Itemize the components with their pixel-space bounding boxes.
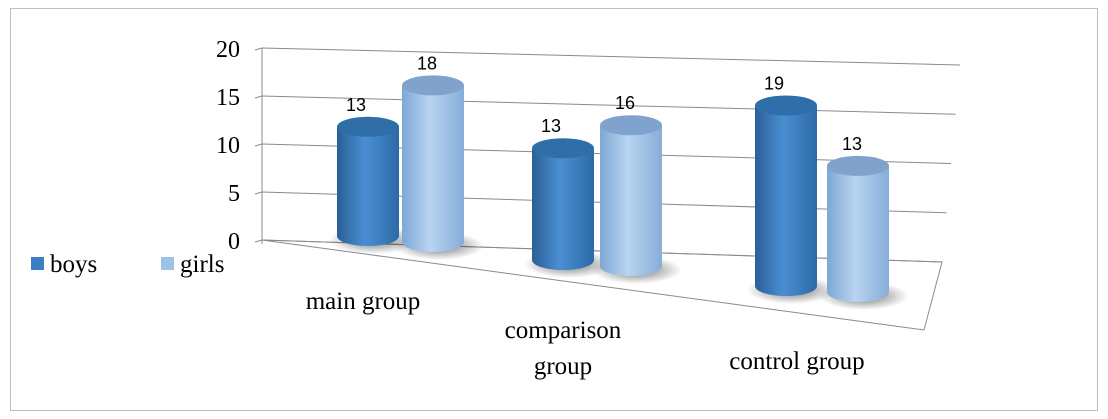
- y-tick-mark: [254, 47, 263, 51]
- bar-top-boys-0: [337, 116, 399, 137]
- y-tick-label: 15: [216, 85, 240, 111]
- legend: boys girls: [31, 251, 224, 278]
- y-tick-label: 10: [216, 133, 240, 159]
- category-label: main group: [306, 288, 421, 315]
- bar-top-boys-1: [532, 138, 594, 159]
- category-labels: main group comparison group control group: [306, 288, 865, 380]
- bar-girls-2: [827, 165, 889, 302]
- bar-top-girls-1: [600, 115, 662, 136]
- y-tick-label: 20: [216, 37, 240, 63]
- y-tick-label: 5: [228, 181, 240, 207]
- bar-top-girls-2: [827, 155, 889, 176]
- legend-label-boys: boys: [50, 251, 97, 278]
- bar-boys-1: [532, 148, 594, 270]
- data-label: 18: [417, 53, 437, 73]
- bars: [329, 75, 909, 310]
- bar-top-boys-2: [755, 95, 817, 116]
- y-tick-mark: [254, 191, 263, 195]
- bar-girls-0: [402, 85, 464, 252]
- y-axis-ticks: 0 5 10 15 20: [216, 37, 240, 255]
- legend-swatch-girls: [161, 257, 174, 270]
- data-label: 13: [541, 116, 561, 136]
- legend-label-girls: girls: [180, 251, 224, 278]
- y-tick-mark: [254, 143, 263, 147]
- y-tick-mark: [254, 95, 263, 99]
- data-label: 13: [842, 134, 862, 154]
- category-label: comparison: [505, 317, 622, 344]
- data-label: 13: [346, 95, 366, 115]
- data-label: 16: [615, 93, 635, 113]
- y-tick-mark: [254, 239, 263, 243]
- category-label: group: [534, 353, 592, 380]
- bar-top-girls-0: [402, 75, 464, 96]
- gridline: [261, 95, 956, 115]
- data-label: 19: [764, 74, 784, 94]
- bar-boys-0: [337, 126, 399, 246]
- y-tick-label: 0: [228, 229, 240, 255]
- bar-girls-1: [600, 125, 662, 276]
- bar-boys-2: [755, 105, 817, 296]
- legend-swatch-boys: [31, 257, 44, 270]
- gridline: [261, 47, 961, 66]
- data-labels: 13 18 13 16 19 13: [346, 53, 862, 153]
- category-label: control group: [729, 348, 864, 375]
